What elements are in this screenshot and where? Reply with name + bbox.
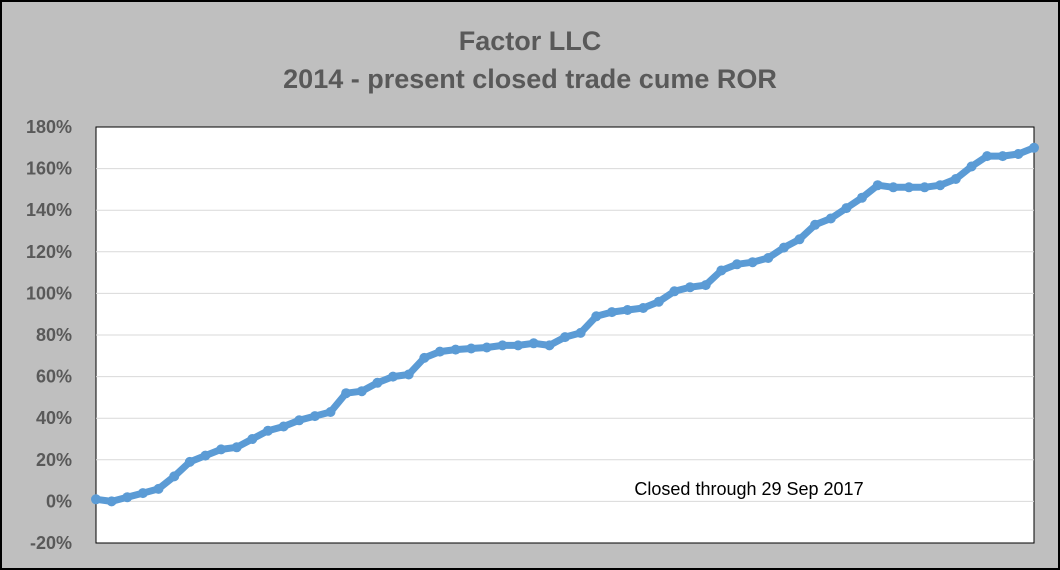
data-point: [857, 192, 867, 203]
data-point: [434, 346, 445, 357]
data-point: [388, 371, 398, 382]
y-tick-label: -20%: [30, 533, 72, 553]
data-point: [153, 483, 164, 494]
data-point: [919, 182, 930, 193]
data-point: [372, 377, 383, 388]
data-point: [810, 219, 821, 230]
data-point: [122, 492, 133, 503]
data-point: [309, 411, 320, 422]
data-point: [513, 340, 524, 351]
y-tick-label: 80%: [36, 325, 72, 345]
closed-through-annotation: Closed through 29 Sep 2017: [634, 479, 863, 499]
gridlines: [96, 168, 1034, 502]
data-point: [763, 253, 774, 263]
y-tick-label: 40%: [36, 408, 72, 428]
data-point: [888, 182, 899, 193]
y-tick-label: 0%: [46, 491, 72, 511]
series-line: [91, 142, 1039, 507]
data-point: [294, 415, 305, 426]
data-point: [137, 488, 148, 499]
data-point: [669, 286, 680, 297]
data-point: [216, 444, 227, 455]
chart-title: Factor LLC: [459, 26, 602, 56]
chart-subtitle: 2014 - present closed trade cume ROR: [283, 64, 777, 94]
data-point: [341, 388, 352, 399]
data-point: [263, 425, 273, 436]
data-point: [497, 340, 508, 351]
data-point: [716, 265, 727, 276]
data-point: [106, 496, 117, 507]
data-point: [732, 259, 742, 270]
data-point: [825, 213, 836, 224]
data-point: [419, 352, 430, 363]
y-tick-label: 100%: [26, 283, 72, 303]
y-tick-label: 120%: [26, 242, 72, 262]
data-point: [231, 442, 242, 453]
data-point: [700, 280, 711, 291]
data-point: [950, 174, 961, 184]
data-point: [403, 369, 414, 380]
data-point: [528, 338, 539, 349]
data-point: [184, 456, 195, 467]
data-point: [91, 494, 101, 505]
data-point: [1029, 142, 1039, 153]
data-point: [997, 151, 1008, 162]
data-point: [622, 305, 633, 315]
data-point: [544, 340, 555, 351]
y-tick-label: 160%: [26, 159, 72, 179]
data-point: [481, 342, 492, 353]
y-tick-label: 180%: [26, 117, 72, 137]
data-point: [575, 327, 586, 338]
data-point: [591, 311, 602, 322]
data-point: [606, 307, 617, 318]
data-point: [169, 471, 180, 482]
data-point: [841, 203, 852, 214]
data-point: [466, 343, 477, 354]
data-point: [653, 296, 664, 307]
y-tick-label: 60%: [36, 367, 72, 387]
data-point: [325, 407, 336, 417]
data-point: [872, 180, 883, 191]
data-point: [982, 151, 993, 162]
y-tick-label: 140%: [26, 200, 72, 220]
data-point: [247, 434, 258, 444]
data-point: [638, 303, 649, 313]
y-tick-label: 20%: [36, 450, 72, 470]
data-point: [747, 257, 758, 268]
data-point: [450, 344, 461, 355]
data-point: [935, 180, 946, 191]
data-point: [560, 332, 570, 343]
data-point: [1013, 149, 1024, 159]
data-point: [200, 450, 211, 461]
data-point: [966, 161, 977, 172]
y-axis-ticks: -20% 0% 20% 40% 60% 80% 100% 120% 140% 160% 180%: [26, 117, 72, 553]
data-point: [356, 386, 367, 397]
data-point: [794, 234, 805, 245]
data-point: [778, 242, 789, 253]
data-point: [903, 182, 914, 193]
data-point: [278, 421, 289, 432]
data-point: [685, 282, 696, 293]
